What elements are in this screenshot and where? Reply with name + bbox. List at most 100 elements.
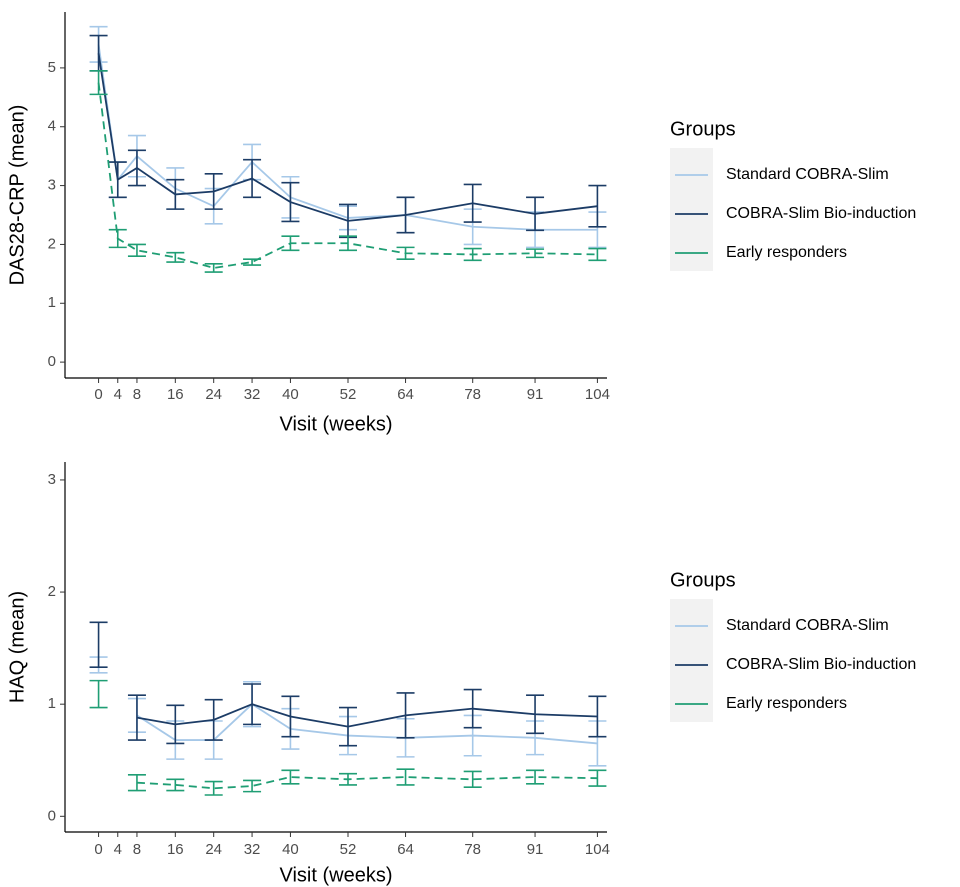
y-tick-label: 2 [48,235,56,252]
x-tick-label: 52 [340,386,357,403]
legend-key-bg [670,148,713,271]
error-bar [338,772,357,786]
y-tick-label: 2 [48,583,56,600]
legend-label: Standard COBRA-Slim [726,617,889,634]
y-tick-label: 0 [48,353,56,370]
series-line [97,82,598,269]
x-tick-label: 32 [244,841,261,858]
y-tick-label: 1 [48,294,56,311]
error-bar [588,769,607,787]
error-bar [463,688,482,729]
x-tick-label: 78 [464,386,481,403]
x-tick-label: 4 [114,841,122,858]
x-tick-label: 91 [527,841,544,858]
error-bar [396,246,415,260]
x-tick-label: 16 [167,386,184,403]
error-bar [463,183,482,223]
error-bar [127,694,146,741]
x-tick-label: 40 [282,386,299,403]
y-tick-label: 0 [48,807,56,824]
series-line [97,44,598,231]
error-bar [396,768,415,786]
x-tick-label: 52 [340,841,357,858]
error-bar [463,247,482,262]
legend-label: Early responders [726,695,847,712]
error-bar [204,263,223,273]
error-bar [588,695,607,738]
x-axis-title: Visit (weeks) [280,413,393,435]
error-bar [281,769,300,785]
error-bar [127,243,146,257]
y-tick-label: 4 [48,118,56,135]
x-tick-label: 0 [94,386,102,403]
x-tick-label: 104 [585,841,610,858]
error-bar [243,158,262,199]
y-tick-label: 3 [48,177,56,194]
error-bar [243,779,262,793]
error-bar [108,228,127,249]
error-bar [281,695,300,738]
error-bar [588,247,607,262]
y-tick-label: 5 [48,59,56,76]
x-tick-label: 24 [205,841,222,858]
x-tick-label: 16 [167,841,184,858]
error-bar [463,770,482,788]
series-line [136,776,598,790]
error-bar [89,34,108,72]
error-bar [243,258,262,266]
x-tick-label: 24 [205,386,222,403]
x-tick-label: 64 [397,386,414,403]
error-bar [526,769,545,785]
x-tick-label: 0 [94,841,102,858]
legend-title: Groups [670,569,736,591]
x-tick-label: 64 [397,841,414,858]
error-bar [588,184,607,228]
error-bar [281,235,300,252]
error-bar [127,774,146,792]
legend-title: Groups [670,118,736,140]
error-bar [338,706,357,747]
legend-key-bg [670,599,713,722]
error-bar [396,692,415,739]
error-bar [166,251,185,263]
legend-label: COBRA-Slim Bio-induction [726,656,916,673]
error-bar [89,679,108,709]
series-line [136,703,598,745]
x-tick-label: 32 [244,386,261,403]
error-bar [526,248,545,259]
x-tick-label: 8 [133,386,141,403]
error-bar [204,698,223,741]
error-bar [127,149,146,187]
error-bar [89,621,108,668]
y-tick-label: 1 [48,695,56,712]
x-tick-label: 78 [464,841,481,858]
error-bar [396,196,415,234]
error-bar [108,161,127,199]
legend-label: Early responders [726,244,847,261]
error-bar [281,181,300,223]
legend-label: COBRA-Slim Bio-induction [726,205,916,222]
error-bar [338,235,357,252]
error-bar [166,178,185,210]
error-bar [89,70,108,96]
error-bar [204,173,223,210]
error-bar [526,694,545,735]
y-tick-label: 3 [48,471,56,488]
x-tick-label: 4 [114,386,122,403]
x-tick-label: 91 [527,386,544,403]
series-line [97,53,598,222]
legend-label: Standard COBRA-Slim [726,166,889,183]
y-axis-title: DAS28-CRP (mean) [6,105,28,286]
series-line [136,703,598,728]
y-axis-title: HAQ (mean) [6,591,28,703]
error-bar [204,780,223,796]
x-tick-label: 8 [133,841,141,858]
x-tick-label: 40 [282,841,299,858]
error-bar [526,196,545,232]
error-bar [243,683,262,726]
x-axis-title: Visit (weeks) [280,864,393,886]
error-bar [166,778,185,792]
error-bar [166,704,185,745]
x-tick-label: 104 [585,386,610,403]
